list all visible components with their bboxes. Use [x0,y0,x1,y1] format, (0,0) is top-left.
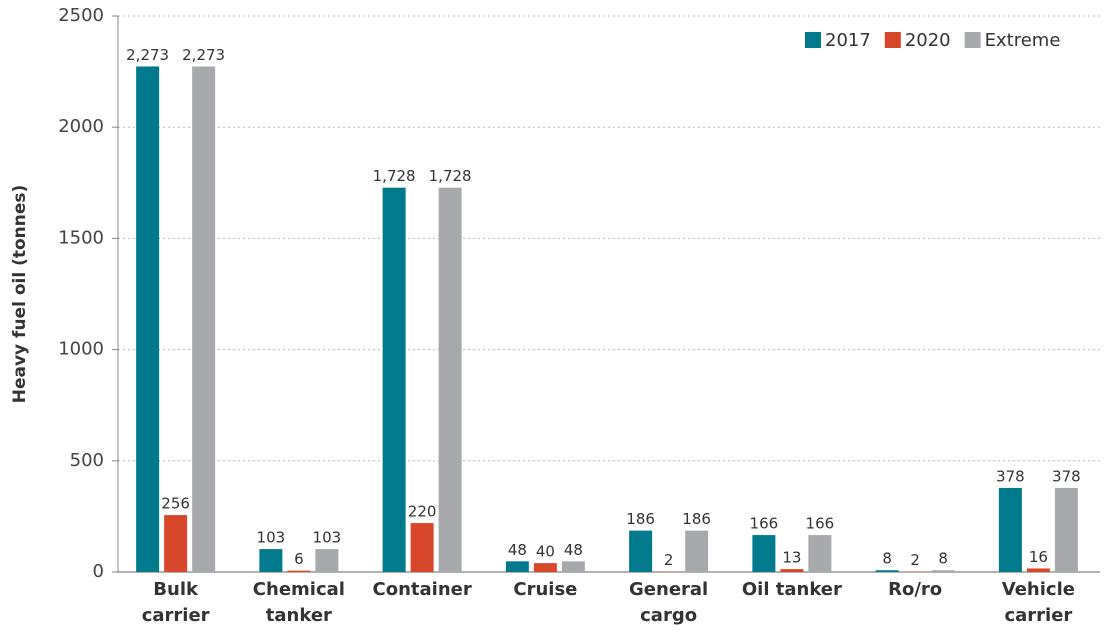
value-label: 1,728 [373,167,416,185]
y-tick-label: 2500 [58,5,104,26]
value-label: 256 [161,495,190,513]
value-label: 378 [996,467,1025,485]
bar [287,570,311,572]
bar [192,66,216,572]
x-tick-label: Container [373,579,472,600]
x-tick-label: Bulk [153,579,199,600]
bar [1054,487,1078,572]
legend-label: 2020 [905,30,951,51]
bar [685,530,709,572]
bar [780,569,804,572]
bar [136,66,160,572]
value-label: 6 [294,550,304,568]
bar [533,563,557,572]
x-tick-label: Ro/ro [888,579,942,600]
value-label: 186 [626,510,655,528]
y-tick-label: 0 [93,561,104,582]
bar [808,535,832,572]
value-label: 2 [910,551,920,569]
x-tick-label: carrier [1004,605,1072,626]
value-label: 103 [313,529,342,547]
bar [259,549,283,572]
value-label: 16 [1029,548,1048,566]
y-axis-label: Heavy fuel oil (tonnes) [10,185,30,404]
bar [505,561,529,572]
legend-label: Extreme [985,30,1061,51]
x-tick-label: Chemical [253,579,345,600]
value-label: 103 [257,529,286,547]
bar [931,570,955,572]
value-label: 220 [408,503,437,521]
bar [629,530,653,572]
bar [875,570,899,572]
value-label: 8 [938,550,948,568]
x-tick-label: tanker [266,605,332,626]
bar [382,187,406,572]
bar [438,187,462,572]
bar [1026,568,1050,572]
bar [410,523,434,572]
value-label: 378 [1052,467,1081,485]
legend-label: 2017 [825,30,871,51]
x-tick-label: carrier [142,605,210,626]
value-label: 2 [664,551,674,569]
x-tick-label: Cruise [513,579,577,600]
legend-swatch [805,32,821,48]
x-tick-label: Vehicle [1002,579,1075,600]
y-tick-label: 1500 [58,227,104,248]
bar [561,561,585,572]
legend-swatch [884,32,901,48]
bar [998,487,1022,572]
y-tick-label: 2000 [58,116,104,137]
bar [315,549,339,572]
value-label: 2,273 [126,46,169,64]
value-label: 166 [750,515,779,533]
y-tick-label: 500 [70,450,104,471]
legend-swatch [964,32,981,48]
value-label: 1,728 [429,167,472,185]
value-label: 8 [882,550,892,568]
bar [752,535,776,572]
value-label: 13 [782,549,801,567]
x-tick-label: General [629,579,708,600]
value-label: 48 [564,541,583,559]
value-label: 166 [806,515,835,533]
bar [164,515,188,572]
value-label: 40 [536,543,555,561]
x-tick-label: cargo [640,605,697,626]
value-label: 2,273 [182,46,225,64]
y-tick-label: 1000 [58,339,104,360]
x-tick-label: Oil tanker [742,579,842,600]
value-label: 48 [508,541,527,559]
value-label: 186 [682,510,711,528]
